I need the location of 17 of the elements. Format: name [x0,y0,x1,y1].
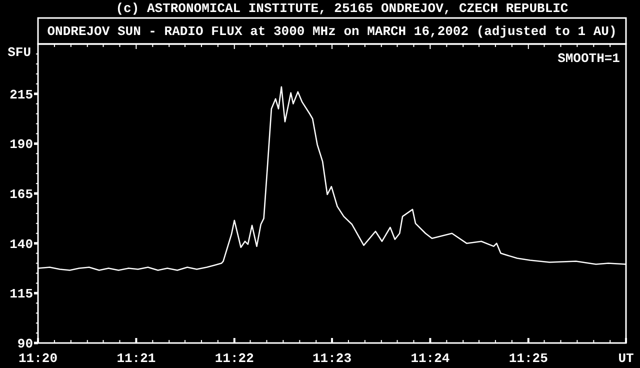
y-tick-label: 190 [10,137,34,152]
text: (c) ASTRONOMICAL INSTITUTE, 25165 ONDREJOV, CZECH REPUBLIC [116,1,568,16]
x-tick-label: 11:24 [410,351,450,366]
y-tick-label: 90 [17,336,34,352]
annotation: SMOOTH=1 [558,51,620,66]
y-tick-label: 140 [10,236,34,252]
x-tick-label: 11:21 [116,351,156,366]
y-axis-title: SFU [8,45,31,60]
y-tick-label: 115 [10,286,34,302]
x-tick-label: UT [618,351,634,366]
y-tick-label: 215 [10,87,34,102]
x-tick-label: 11:22 [214,351,254,366]
x-tick-label: 11:25 [508,351,548,366]
x-tick-label: 11:20 [18,351,58,366]
x-tick-label: 11:23 [312,351,352,366]
chart-title: ONDREJOV SUN - RADIO FLUX at 3000 MHz on MARCH 16,2002 (adjusted to 1 AU) [47,24,617,39]
y-tick-label: 165 [10,187,34,202]
